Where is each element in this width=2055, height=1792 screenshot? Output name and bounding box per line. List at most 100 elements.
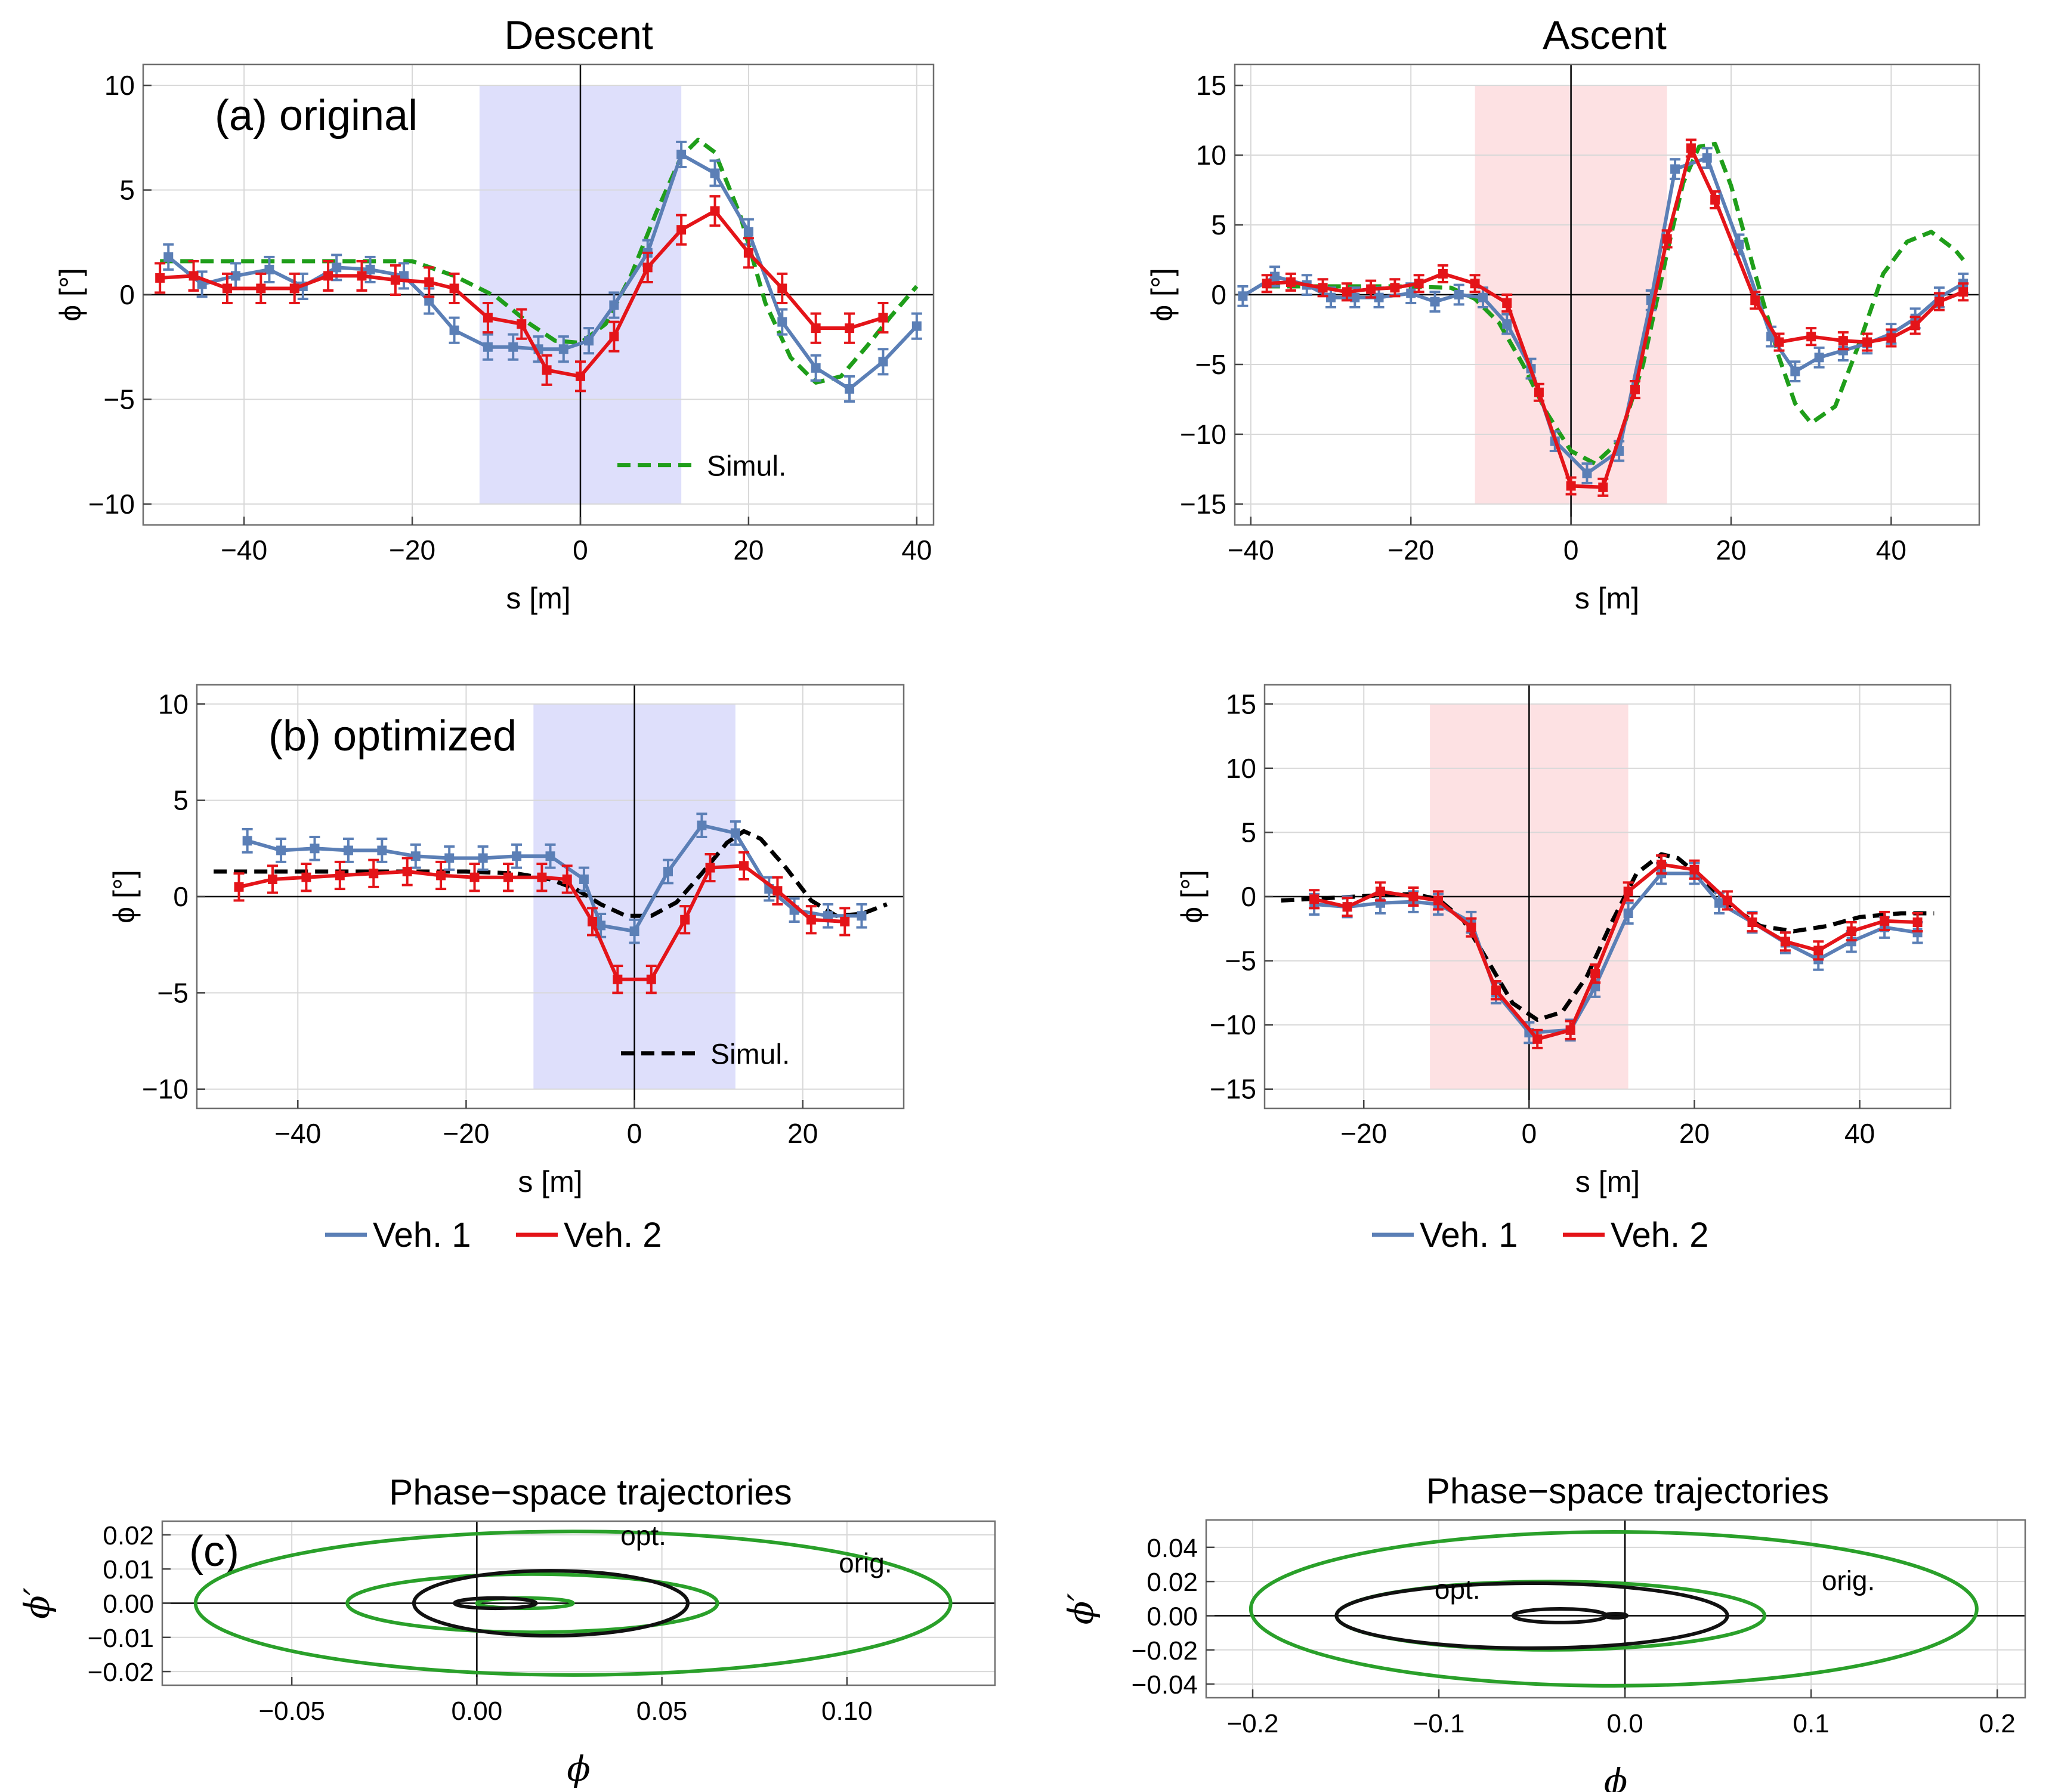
y-tick-label: −10 xyxy=(1180,419,1226,450)
trajectory-loop xyxy=(1334,1581,1729,1650)
data-point xyxy=(1491,985,1501,996)
data-point xyxy=(449,283,459,293)
x-tick-label: 20 xyxy=(1679,1118,1710,1149)
y-tick-label: 15 xyxy=(1196,70,1226,101)
legend-vehicles-ascent: Veh. 1 Veh. 2 xyxy=(1372,1216,1708,1255)
data-point xyxy=(377,845,387,855)
data-point xyxy=(1532,1034,1543,1044)
data-point xyxy=(676,149,687,159)
data-point xyxy=(806,914,816,925)
data-point xyxy=(267,874,277,884)
data-point xyxy=(1774,337,1784,347)
data-point xyxy=(646,974,656,984)
x-tick-label: 0.0 xyxy=(1607,1709,1643,1738)
y-tick-label: 15 xyxy=(1226,688,1256,719)
plot-phase-ascent: −0.2 −0.1 0.0 0.1 0.2 −0.04 −0.02 0.00 0.02 0.04 ϕ… xyxy=(1061,1471,2026,1792)
data-point xyxy=(1566,481,1576,491)
data-point xyxy=(1714,898,1725,908)
plot-frame xyxy=(1205,1519,2026,1699)
y-tick-label: 0.02 xyxy=(103,1521,154,1550)
x-axis-label: s [m] xyxy=(506,582,570,615)
data-point xyxy=(1880,916,1890,926)
x-tick-label: 0 xyxy=(1563,534,1579,566)
data-point xyxy=(1375,886,1385,897)
x-tick-label: −0.2 xyxy=(1227,1709,1279,1738)
data-point xyxy=(1408,892,1419,901)
data-point xyxy=(242,836,252,846)
data-point xyxy=(642,262,653,273)
x-tick-label: −0.05 xyxy=(258,1697,325,1726)
data-point xyxy=(1686,143,1696,153)
panel-label: (c) xyxy=(189,1528,239,1575)
plot-descent-optimized: −40 −20 0 20 −10 −5 0 5 10 s [m] ϕ [°] (b) optimize… xyxy=(107,684,905,1198)
data-point xyxy=(1910,320,1920,330)
legend-simul-label: Simul. xyxy=(707,451,786,483)
y-tick-label: −0.02 xyxy=(1132,1636,1198,1666)
data-point xyxy=(469,872,480,882)
chart-title: Phase−space trajectories xyxy=(1426,1471,1829,1511)
data-point xyxy=(503,872,513,882)
data-point xyxy=(743,227,753,237)
data-point xyxy=(512,851,522,861)
data-point xyxy=(609,300,619,310)
data-point xyxy=(588,916,598,926)
data-point xyxy=(197,279,207,289)
x-tick-label: 0.10 xyxy=(821,1697,873,1726)
data-point xyxy=(301,872,311,882)
data-point xyxy=(424,296,434,306)
y-tick-label: 10 xyxy=(104,70,135,101)
data-point xyxy=(537,872,547,882)
plot-area xyxy=(193,1530,953,1677)
data-point xyxy=(1406,288,1416,298)
data-point xyxy=(1466,922,1476,932)
data-point xyxy=(710,206,720,216)
y-tick-label: −5 xyxy=(157,977,188,1008)
legend-simul-label: Simul. xyxy=(710,1039,790,1071)
data-point xyxy=(1838,336,1848,346)
trajectory-loop xyxy=(1249,1530,1979,1688)
x-tick-label: 40 xyxy=(901,534,932,566)
chart-title: Phase−space trajectories xyxy=(389,1472,792,1512)
data-point xyxy=(231,271,241,281)
data-point xyxy=(1886,333,1896,343)
data-point xyxy=(1662,234,1672,244)
data-point xyxy=(845,323,855,333)
y-tick-label: 0.00 xyxy=(1147,1602,1198,1631)
y-tick-label: −10 xyxy=(88,489,135,520)
data-point xyxy=(163,252,174,262)
y-tick-label: 5 xyxy=(1211,209,1226,240)
data-point xyxy=(1478,292,1488,302)
data-point xyxy=(1790,366,1800,376)
data-point xyxy=(845,384,855,394)
y-tick-label: 10 xyxy=(1226,753,1256,784)
legend-veh1-label: Veh. 1 xyxy=(373,1216,471,1255)
y-tick-label: −0.02 xyxy=(88,1658,154,1687)
data-point xyxy=(1806,332,1816,342)
data-point xyxy=(483,313,493,323)
data-point xyxy=(562,874,572,884)
data-point xyxy=(743,248,753,258)
y-tick-label: −0.04 xyxy=(1132,1670,1198,1700)
y-tick-label: −10 xyxy=(142,1074,188,1105)
data-point xyxy=(1813,946,1824,956)
x-tick-label: 20 xyxy=(733,534,764,566)
data-point xyxy=(402,867,412,877)
data-point xyxy=(343,845,353,855)
y-tick-label: −5 xyxy=(104,384,135,415)
data-point xyxy=(811,323,821,333)
data-point xyxy=(823,911,833,921)
trajectory-opt xyxy=(412,1569,690,1637)
legend-veh2-label: Veh. 2 xyxy=(564,1216,662,1255)
x-tick-label: 0.2 xyxy=(1979,1709,2016,1738)
x-axis-label: ϕ xyxy=(1604,1761,1628,1792)
data-point xyxy=(234,882,244,892)
data-point xyxy=(1598,482,1608,492)
data-point xyxy=(1374,292,1384,302)
y-tick-label: 10 xyxy=(158,688,188,719)
y-axis-label: ϕ′ xyxy=(17,1587,57,1619)
data-point xyxy=(155,273,165,283)
data-point xyxy=(1780,937,1790,947)
data-point xyxy=(1582,468,1592,478)
data-point xyxy=(579,874,589,884)
